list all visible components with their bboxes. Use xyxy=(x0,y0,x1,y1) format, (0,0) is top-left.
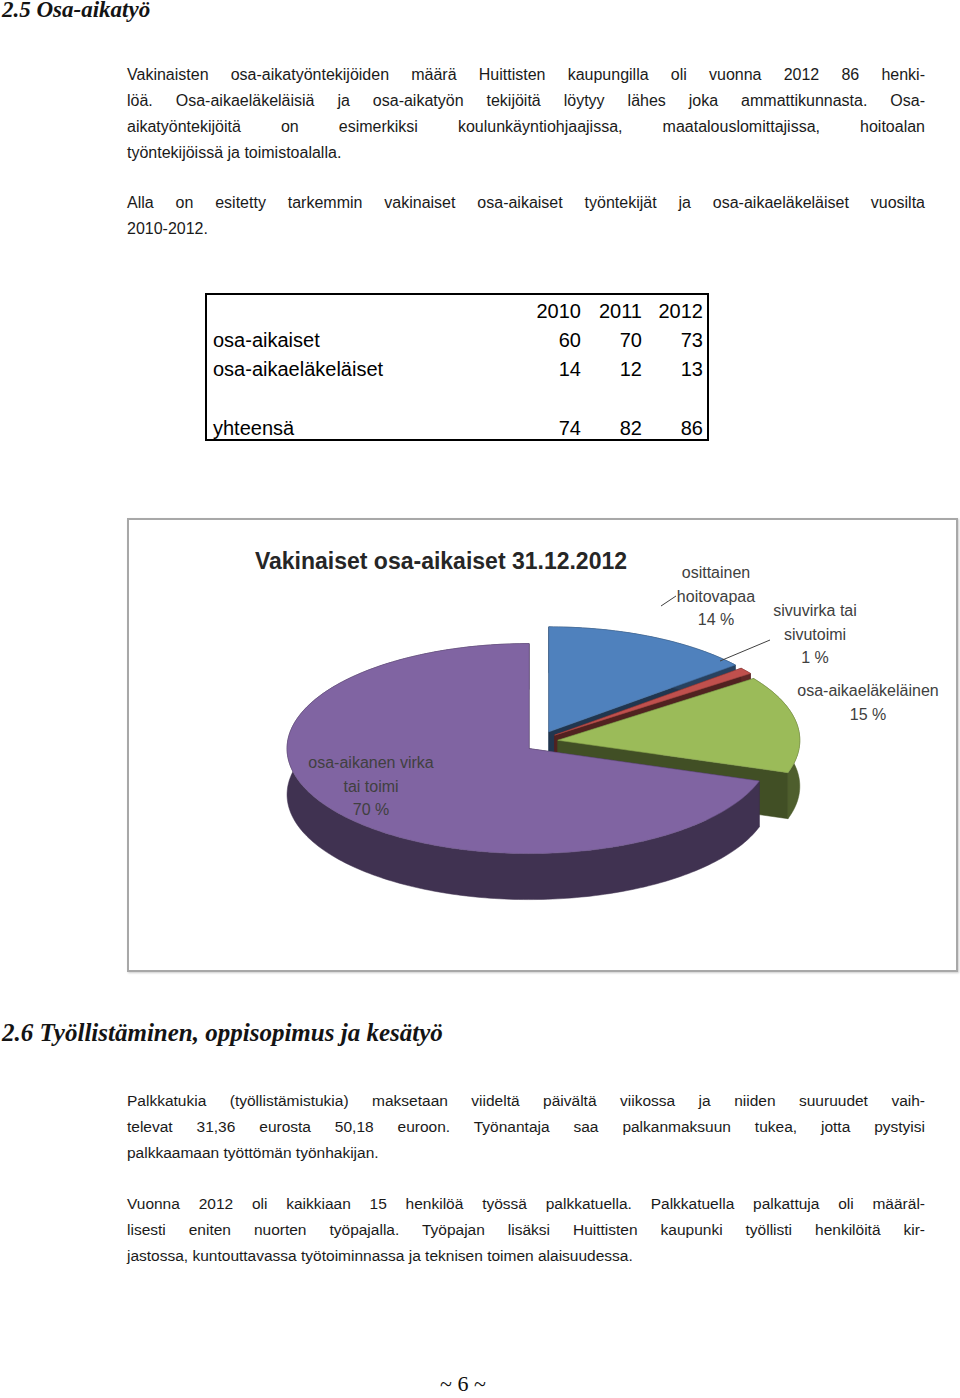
table-cell: 14 xyxy=(501,357,581,381)
paragraph-line: Alla on esitetty tarkemmin vakinaiset os… xyxy=(127,190,925,216)
slice-value-label: 70 % xyxy=(353,801,389,818)
table-cell: 70 xyxy=(562,328,642,352)
paragraph-line: 2010-2012. xyxy=(127,216,925,242)
slice-wall xyxy=(555,668,741,781)
pie xyxy=(287,627,800,900)
slice-wall xyxy=(558,679,754,787)
pie-slice-group xyxy=(555,668,751,781)
slice-wall xyxy=(548,627,549,778)
paragraph-line: jastossa, kuntouttavassa työtoiminnassa … xyxy=(127,1243,925,1269)
paragraph-line: aikatyöntekijöitä on esimerkiksi koulunk… xyxy=(127,114,925,140)
pie-slice-group xyxy=(549,627,735,778)
slice-wall xyxy=(555,673,751,781)
pie-slice xyxy=(549,627,735,732)
pie-slice xyxy=(555,668,751,735)
table-cell: 73 xyxy=(623,328,703,352)
table-cell: 12 xyxy=(562,357,642,381)
slice-value-label: 14 % xyxy=(698,611,734,628)
table-cell: 82 xyxy=(562,416,642,440)
table-cell: 2012 xyxy=(623,299,703,323)
slice-side xyxy=(287,644,759,900)
slice-wall xyxy=(549,665,735,778)
paragraph-line: Vakinaisten osa-aikatyöntekijöiden määrä… xyxy=(127,62,925,88)
slice-wall xyxy=(558,740,788,818)
paragraph-line: televat 31,36 eurosta 50,18 euroon. Työn… xyxy=(127,1114,925,1140)
slice-label: sivuvirka tai sivutoimi xyxy=(773,602,857,643)
slice-label-line: osittainen xyxy=(682,564,751,581)
slice-side xyxy=(754,679,800,819)
leader-line xyxy=(720,640,770,661)
slice-label: osittainen hoitovapaa xyxy=(677,564,755,605)
table-cell: 13 xyxy=(623,357,703,381)
pie-slice xyxy=(558,679,800,773)
table-cell: 60 xyxy=(501,328,581,352)
section-heading: 2.5 Osa-aikatyö xyxy=(2,0,150,23)
paragraph-line: Vuonna 2012 oli kaikkiaan 15 henkilöä ty… xyxy=(127,1191,925,1217)
table-cell: 2010 xyxy=(501,299,581,323)
table-cell: 86 xyxy=(623,416,703,440)
paragraph-line: lisesti eniten nuorten työpajalla. Työpa… xyxy=(127,1217,925,1243)
leader-line xyxy=(661,596,676,606)
table-cell: 2011 xyxy=(562,299,642,323)
pie-slice xyxy=(287,644,759,854)
slice-label: osa-aikaeläkeläinen xyxy=(797,682,938,699)
chart-frame xyxy=(127,518,958,972)
table-cell: yhteensä xyxy=(213,416,294,440)
chart-title: Vakinaiset osa-aikaiset 31.12.2012 xyxy=(255,548,627,574)
slice-label: osa-aikanen virka tai toimi xyxy=(308,754,434,795)
table-cell: osa-aikaeläkeläiset xyxy=(213,357,383,381)
slice-side xyxy=(741,668,750,719)
chart-svg: Vakinaiset osa-aikaiset 31.12.2012 ositta… xyxy=(0,0,960,1398)
slice-value-label: 1 % xyxy=(801,649,829,666)
paragraph-line: työntekijöissä ja toimistoalalla. xyxy=(127,140,925,166)
paragraph-line: palkkaamaan työttömän työnhakijan. xyxy=(127,1140,925,1166)
pie-slice-group xyxy=(558,679,800,819)
table-cell: osa-aikaiset xyxy=(213,328,320,352)
pie-slice-group xyxy=(287,644,759,900)
table-cell: 74 xyxy=(501,416,581,440)
paragraph-line: löä. Osa-aikaeläkeläisiä ja osa-aikatyön… xyxy=(127,88,925,114)
slice-label-line: tai toimi xyxy=(343,778,398,795)
slice-side xyxy=(549,627,735,711)
slice-value-label: 15 % xyxy=(850,706,886,723)
slice-label-line: hoitovapaa xyxy=(677,588,755,605)
slice-label-line: osa-aikaeläkeläinen xyxy=(797,682,938,699)
slice-label-line: sivutoimi xyxy=(784,626,846,643)
section-heading: 2.6 Työllistäminen, oppisopimus ja kesät… xyxy=(2,1019,443,1047)
paragraph-line: Palkkatukia (työllistämistukia) maksetaa… xyxy=(127,1088,925,1114)
page-number: ~ 6 ~ xyxy=(403,1371,523,1397)
slice-wall xyxy=(529,644,530,795)
slice-label-line: sivuvirka tai xyxy=(773,602,857,619)
slice-wall xyxy=(529,749,759,827)
slice-label-line: osa-aikanen virka xyxy=(308,754,434,771)
